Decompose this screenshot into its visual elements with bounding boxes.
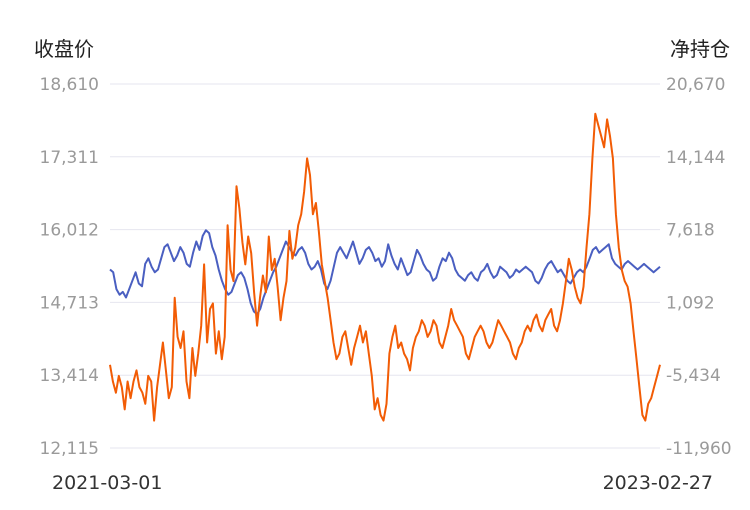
gridlines bbox=[110, 83, 660, 449]
x-start-label: 2021-03-01 bbox=[52, 472, 162, 494]
right-tick-label: 1,092 bbox=[666, 293, 715, 313]
right-tick-label: 7,618 bbox=[666, 221, 715, 241]
left-tick-label: 17,311 bbox=[40, 148, 99, 168]
x-end-label: 2023-02-27 bbox=[603, 472, 713, 494]
series-line-close-price bbox=[109, 229, 661, 316]
left-tick-label: 14,713 bbox=[40, 293, 99, 313]
left-tick-label: 18,610 bbox=[40, 75, 99, 95]
left-tick-labels: 18,610 17,311 16,012 14,713 13,414 12,115 bbox=[40, 75, 99, 459]
series-lines bbox=[109, 112, 661, 422]
right-tick-label: 14,144 bbox=[666, 148, 725, 168]
series-line-net-position bbox=[109, 112, 661, 422]
right-tick-label: 20,670 bbox=[666, 75, 725, 95]
left-tick-label: 16,012 bbox=[40, 221, 99, 241]
right-axis-title: 净持仓 bbox=[670, 37, 730, 61]
right-tick-labels: 20,670 14,144 7,618 1,092 -5,434 -11,960 bbox=[666, 75, 732, 459]
right-tick-label: -5,434 bbox=[666, 366, 721, 386]
right-tick-label: -11,960 bbox=[666, 439, 732, 459]
left-axis-title: 收盘价 bbox=[34, 37, 94, 61]
left-tick-label: 13,414 bbox=[40, 366, 99, 386]
left-tick-label: 12,115 bbox=[40, 439, 99, 459]
